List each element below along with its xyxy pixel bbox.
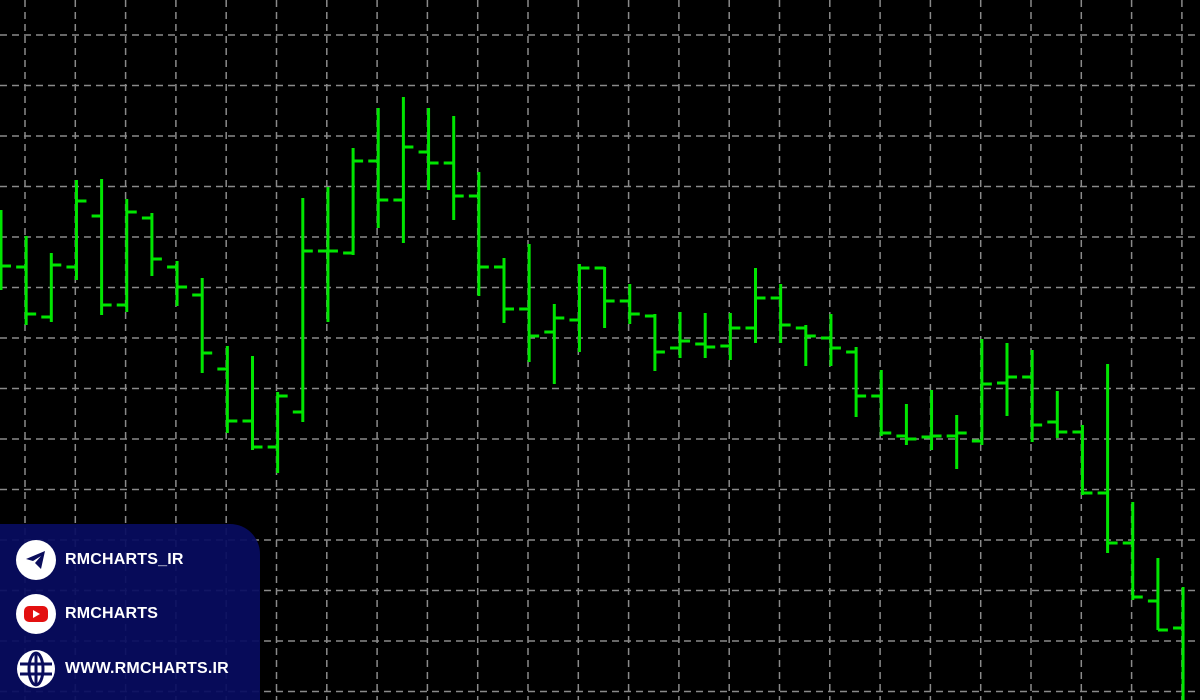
ohlc-bar [871,370,892,436]
ohlc-bar [770,284,791,343]
ohlc-bar [393,97,414,243]
website-link[interactable]: WWW.RMCHARTS.IR [16,649,229,689]
ohlc-bar [16,236,37,325]
ohlc-bar [267,392,288,473]
social-panel: RMCHARTS_IR RMCHARTS WWW.RMCHARTS.IR [0,524,260,700]
ohlc-bar [745,268,766,343]
ohlc-bar [971,339,992,445]
ohlc-bar [292,198,313,422]
ohlc-bar [1097,364,1118,553]
globe-icon [16,649,56,689]
ohlc-bar [141,213,162,276]
ohlc-bar [846,347,867,417]
ohlc-bar [946,415,967,469]
ohlc-bar [644,314,665,371]
ohlc-bar [1147,558,1168,632]
ohlc-bar [1072,425,1093,495]
telegram-link[interactable]: RMCHARTS_IR [16,540,184,580]
ohlc-bar [494,258,514,323]
ohlc-bar [1022,350,1043,442]
ohlc-bar [544,304,565,384]
bars [0,97,1185,700]
ohlc-bar [116,199,137,312]
youtube-icon [16,594,56,634]
ohlc-bar [519,244,540,362]
ohlc-bar [368,108,389,228]
ohlc-bar [795,325,816,366]
ohlc-bar [443,116,464,220]
ohlc-bar [343,148,364,255]
ohlc-bar [317,187,338,322]
youtube-link[interactable]: RMCHARTS [16,594,158,634]
ohlc-bar [720,313,741,360]
telegram-label: RMCHARTS_IR [65,551,184,568]
ohlc-bar [192,278,213,373]
ohlc-bar [619,284,640,324]
ohlc-bar [167,261,188,306]
ohlc-bar [0,210,11,290]
ohlc-bar [1173,587,1185,700]
website-label: WWW.RMCHARTS.IR [65,660,229,677]
ohlc-bar [1122,502,1143,600]
ohlc-bar [217,346,238,433]
ohlc-bar [695,313,716,358]
ohlc-bar [66,180,87,280]
youtube-label: RMCHARTS [65,605,159,622]
ohlc-bar [41,253,62,322]
ohlc-bar [997,343,1017,416]
telegram-icon [16,540,56,580]
ohlc-bar [569,264,590,352]
ohlc-bar [896,404,917,445]
ohlc-bar [468,172,489,296]
ohlc-bar [594,266,615,328]
ohlc-bar [820,314,841,366]
ohlc-bar [91,179,112,315]
ohlc-bar [921,390,942,450]
ohlc-bar [670,312,691,358]
ohlc-bar [242,356,263,450]
ohlc-bar [1047,391,1068,438]
ohlc-bar [418,108,439,190]
